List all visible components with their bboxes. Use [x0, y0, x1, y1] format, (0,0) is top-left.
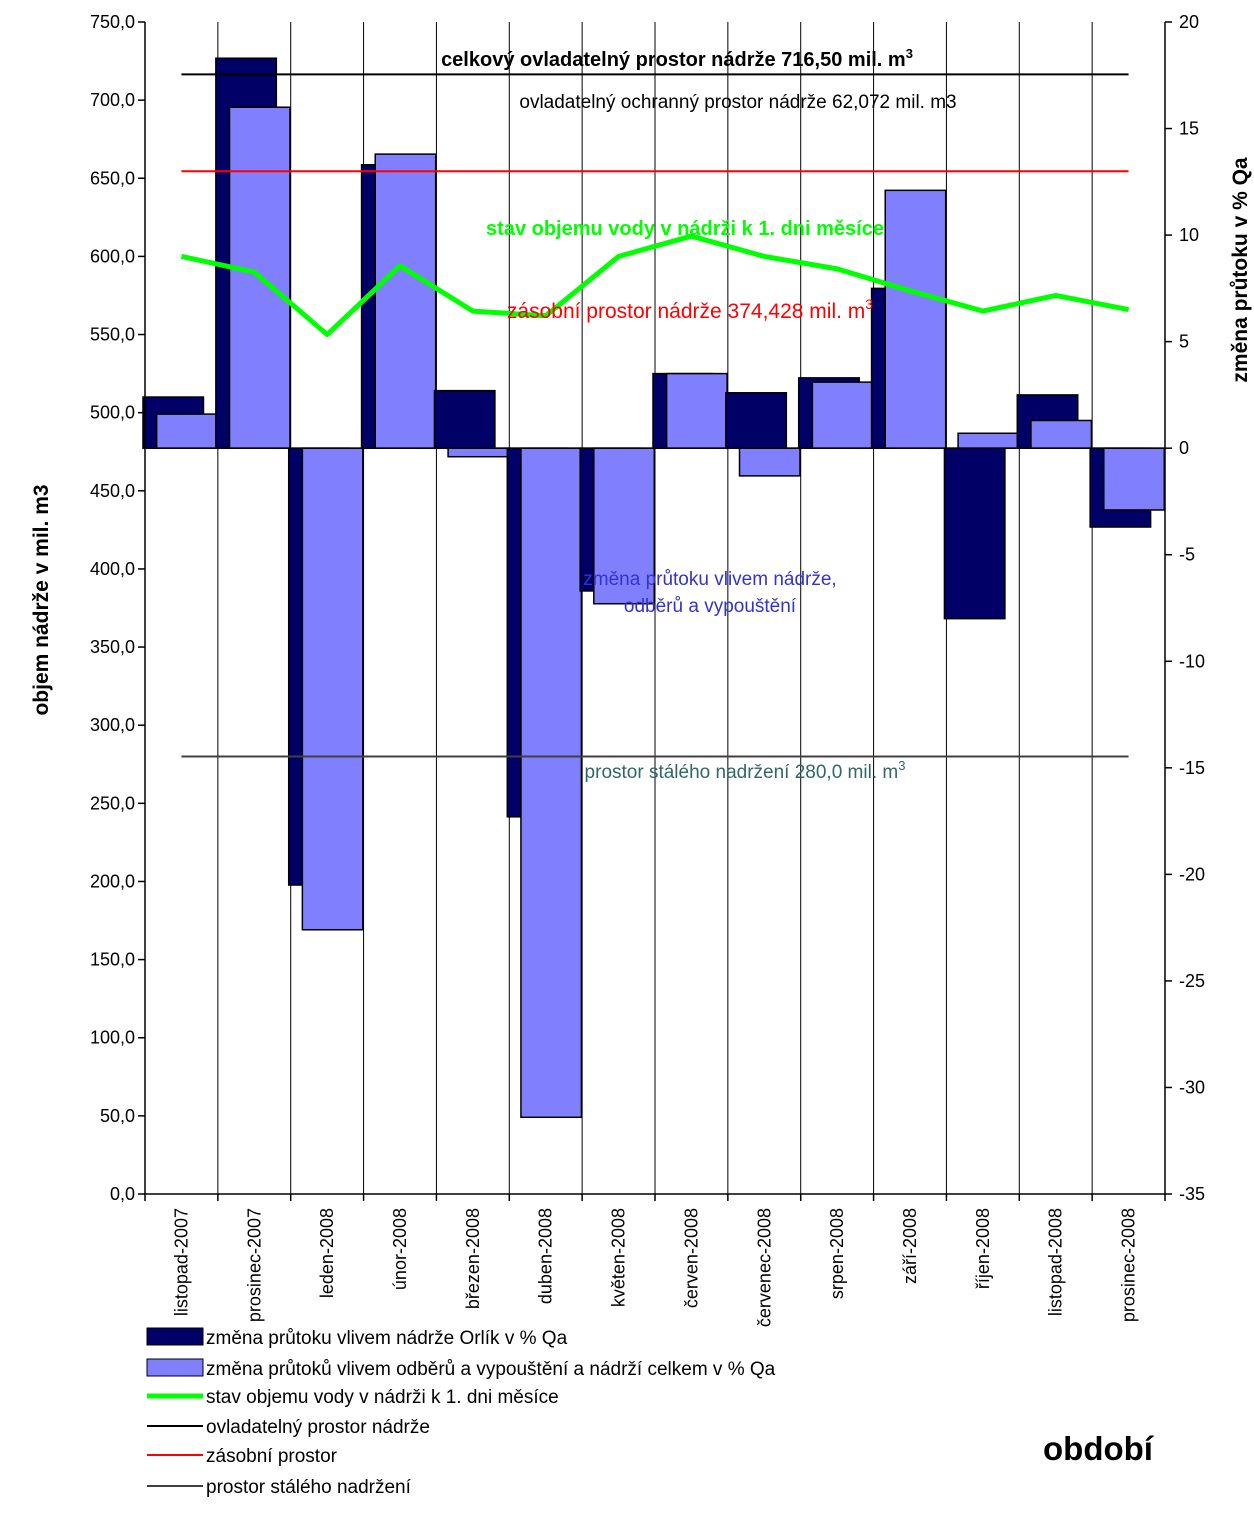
legend-item-orlik: změna průtoku vlivem nádrže Orlík v % Qa	[146, 1327, 568, 1349]
x-category-label: prosinec-2007	[244, 1208, 264, 1322]
y-right-tick-label: 5	[1179, 332, 1189, 352]
y-right-tick-label: 15	[1179, 119, 1199, 139]
legend-label-permanent: prostor stálého nadržení	[206, 1477, 412, 1498]
legend-label-total: změna průtoků vlivem odběrů a vypouštění…	[206, 1359, 776, 1380]
permanent-space-annotation: prostor stálého nadržení 280,0 mil. m3	[585, 758, 906, 783]
x-category-label: listopad-2007	[171, 1208, 191, 1316]
y-left-tick-label: 50,0	[100, 1106, 135, 1126]
x-axis-title: období	[1043, 1430, 1155, 1467]
bar-total	[593, 447, 656, 605]
bar-orlik	[943, 447, 1006, 620]
y-right-tick-label: -20	[1179, 864, 1205, 884]
storage-space-annotation: zásobní prostor nádrže 374,428 mil. m3	[507, 296, 873, 323]
legend-swatch-total	[146, 1358, 204, 1377]
bar-total	[301, 447, 364, 931]
x-category-label: říjen-2008	[973, 1208, 993, 1289]
legend-label-storage: zásobní prostor	[206, 1446, 338, 1467]
bar-total	[665, 372, 728, 449]
bar-total	[155, 413, 218, 449]
x-category-label: červenec-2008	[754, 1208, 774, 1327]
volume-line	[180, 233, 1130, 338]
y-right-tick-label: -10	[1179, 651, 1205, 671]
legend-label-controllable: ovladatelný prostor nádrže	[206, 1417, 430, 1438]
y-left-tick-label: 500,0	[90, 403, 135, 423]
y-right-tick-label: -25	[1179, 971, 1205, 991]
legend-item-storage: zásobní prostor	[147, 1446, 338, 1467]
bars	[142, 57, 1166, 1119]
x-category-label: prosinec-2008	[1119, 1208, 1139, 1322]
y-axis-left-title: objem nádrže v mil. m3	[30, 484, 53, 715]
x-category-label: listopad-2008	[1046, 1208, 1066, 1316]
y-right-tick-label: -30	[1179, 1077, 1205, 1097]
x-category-label: srpen-2008	[827, 1208, 847, 1299]
bar-total	[957, 432, 1020, 449]
y-left-tick-label: 550,0	[90, 325, 135, 345]
y-right-tick-label: 20	[1179, 12, 1199, 32]
total-space-annotation: celkový ovladatelný prostor nádrže 716,5…	[441, 46, 913, 71]
y-left-tick-label: 150,0	[90, 950, 135, 970]
bar-orlik	[725, 392, 788, 449]
legend-item-permanent: prostor stálého nadržení	[147, 1477, 412, 1498]
y-left-tick-label: 700,0	[90, 90, 135, 110]
y-left-tick-label: 250,0	[90, 793, 135, 813]
x-category-label: červen-2008	[681, 1208, 701, 1308]
y-axis-right-title: změna průtoku v % Qa	[1229, 157, 1252, 383]
bar-total	[447, 447, 510, 458]
y-left-tick-label: 350,0	[90, 637, 135, 657]
y-right-tick-label: -35	[1179, 1184, 1205, 1204]
water-volume-annotation: stav objemu vody v nádrži k 1. dni měsíc…	[486, 218, 884, 240]
bar-total	[374, 153, 437, 449]
x-category-label: březen-2008	[463, 1208, 483, 1309]
x-category-label: únor-2008	[390, 1208, 410, 1290]
bar-orlik	[433, 389, 496, 449]
volume-line-layer	[180, 233, 1130, 338]
legend: změna průtoku vlivem nádrže Orlík v % Qa…	[146, 1327, 776, 1498]
y-left-tick-label: 750,0	[90, 12, 135, 32]
y-left-tick-label: 100,0	[90, 1028, 135, 1048]
bar-total	[738, 447, 801, 477]
x-category-label: duben-2008	[536, 1208, 556, 1304]
legend-item-volume: stav objemu vody v nádrži k 1. dni měsíc…	[147, 1387, 559, 1408]
y-right-tick-label: 10	[1179, 225, 1199, 245]
bar-total	[1030, 419, 1093, 449]
bar-total	[811, 381, 874, 449]
legend-label-orlik: změna průtoku vlivem nádrže Orlík v % Qa	[206, 1328, 568, 1349]
y-left-tick-label: 650,0	[90, 168, 135, 188]
y-left-tick-label: 200,0	[90, 871, 135, 891]
y-left-tick-label: 450,0	[90, 481, 135, 501]
axes: 0,0 50,0 100,0 150,0 200,0 250,0 300,0 350,0 400…	[90, 12, 1205, 1327]
x-category-label: květen-2008	[609, 1208, 629, 1307]
y-left-tick-label: 0,0	[110, 1184, 135, 1204]
bar-total	[1103, 447, 1166, 511]
x-category-label: leden-2008	[317, 1208, 337, 1298]
flood-space-annotation: ovladatelný ochranný prostor nádrže 62,0…	[519, 92, 956, 113]
y-right-tick-label: 0	[1179, 438, 1189, 458]
y-right-tick-label: -5	[1179, 545, 1195, 565]
bar-total	[520, 447, 583, 1119]
bar-total	[884, 189, 947, 449]
y-left-tick-label: 300,0	[90, 715, 135, 735]
legend-swatch-orlik	[146, 1327, 204, 1346]
legend-item-total: změna průtoků vlivem odběrů a vypouštění…	[146, 1358, 776, 1380]
x-category-label: září-2008	[900, 1208, 920, 1284]
flow-change-annotation-line1: změna průtoku vlivem nádrže,	[583, 569, 836, 590]
y-right-tick-label: -15	[1179, 758, 1205, 778]
y-left-tick-label: 600,0	[90, 246, 135, 266]
reference-lines	[181, 73, 1129, 758]
legend-item-controllable: ovladatelný prostor nádrže	[147, 1417, 430, 1438]
y-left-tick-label: 400,0	[90, 559, 135, 579]
legend-label-volume: stav objemu vody v nádrži k 1. dni měsíc…	[206, 1387, 559, 1408]
flow-change-annotation-line2: odběrů a vypouštění	[624, 596, 797, 617]
